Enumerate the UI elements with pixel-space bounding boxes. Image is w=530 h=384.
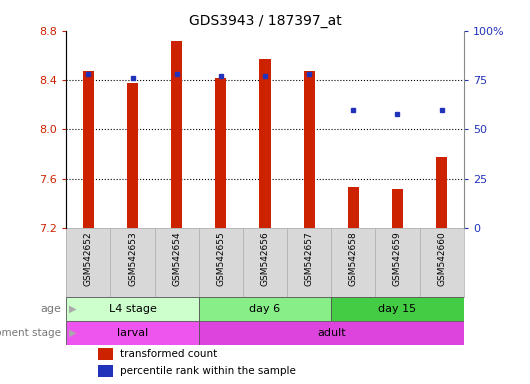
- Bar: [392, 189, 403, 228]
- Bar: [199, 321, 464, 345]
- Title: GDS3943 / 187397_at: GDS3943 / 187397_at: [189, 14, 341, 28]
- Bar: [171, 41, 182, 228]
- Bar: [127, 83, 138, 228]
- Bar: [66, 321, 199, 345]
- Text: ▶: ▶: [69, 328, 76, 338]
- Bar: [215, 78, 226, 228]
- Bar: [199, 296, 331, 321]
- Bar: [331, 296, 464, 321]
- Bar: [66, 296, 199, 321]
- Text: GSM542653: GSM542653: [128, 232, 137, 286]
- Text: development stage: development stage: [0, 328, 61, 338]
- Text: age: age: [40, 304, 61, 314]
- Bar: [98, 366, 113, 377]
- Text: GSM542656: GSM542656: [261, 232, 269, 286]
- Bar: [348, 187, 359, 228]
- Text: GSM542652: GSM542652: [84, 232, 93, 286]
- Text: adult: adult: [317, 328, 346, 338]
- Bar: [304, 71, 315, 228]
- Text: GSM542658: GSM542658: [349, 232, 358, 286]
- Text: day 15: day 15: [378, 304, 417, 314]
- Text: transformed count: transformed count: [120, 349, 217, 359]
- Text: percentile rank within the sample: percentile rank within the sample: [120, 366, 296, 376]
- Text: GSM542660: GSM542660: [437, 232, 446, 286]
- Bar: [98, 348, 113, 360]
- Text: GSM542657: GSM542657: [305, 232, 314, 286]
- Bar: [83, 71, 94, 228]
- Bar: [260, 59, 270, 228]
- Text: ▶: ▶: [69, 304, 76, 314]
- Text: GSM542655: GSM542655: [216, 232, 225, 286]
- Text: day 6: day 6: [250, 304, 280, 314]
- Text: GSM542654: GSM542654: [172, 232, 181, 286]
- Text: larval: larval: [117, 328, 148, 338]
- Text: L4 stage: L4 stage: [109, 304, 156, 314]
- Text: GSM542659: GSM542659: [393, 232, 402, 286]
- Bar: [436, 157, 447, 228]
